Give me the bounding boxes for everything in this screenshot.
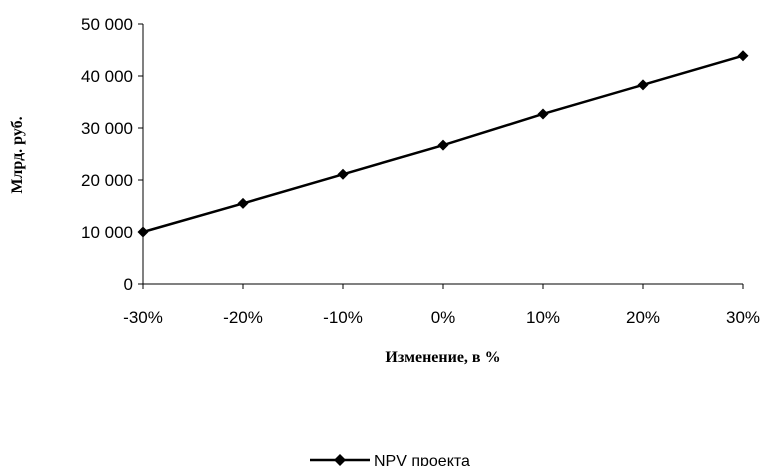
x-tick-label: 0% xyxy=(431,308,456,327)
x-tick-label: 20% xyxy=(626,308,660,327)
data-point-marker xyxy=(237,197,249,209)
legend: NPV проекта xyxy=(310,453,470,466)
x-tick-label: 10% xyxy=(526,308,560,327)
x-tick-label: -10% xyxy=(323,308,363,327)
data-point-marker xyxy=(437,139,449,151)
data-point-marker xyxy=(737,50,749,62)
data-point-marker xyxy=(337,168,349,180)
legend-label: NPV проекта xyxy=(374,453,470,466)
y-tick-label: 10 000 xyxy=(81,223,133,242)
y-tick-label: 0 xyxy=(124,275,133,294)
y-axis-title: Млрд. руб. xyxy=(9,116,26,193)
y-tick-label: 50 000 xyxy=(81,15,133,34)
legend-marker-swatch xyxy=(334,454,346,466)
x-tick-label: -30% xyxy=(123,308,163,327)
x-tick-label: -20% xyxy=(223,308,263,327)
y-tick-label: 40 000 xyxy=(81,67,133,86)
x-tick-label: 30% xyxy=(726,308,760,327)
y-tick-label: 20 000 xyxy=(81,171,133,190)
data-point-marker xyxy=(137,226,149,238)
plot-area: 0 10 000 20 000 30 000 40 000 50 000 -30% -20% -… xyxy=(81,15,760,327)
x-axis-title: Изменение, в % xyxy=(385,349,500,366)
data-point-marker xyxy=(537,108,549,120)
data-point-marker xyxy=(637,79,649,91)
y-tick-label: 30 000 xyxy=(81,119,133,138)
